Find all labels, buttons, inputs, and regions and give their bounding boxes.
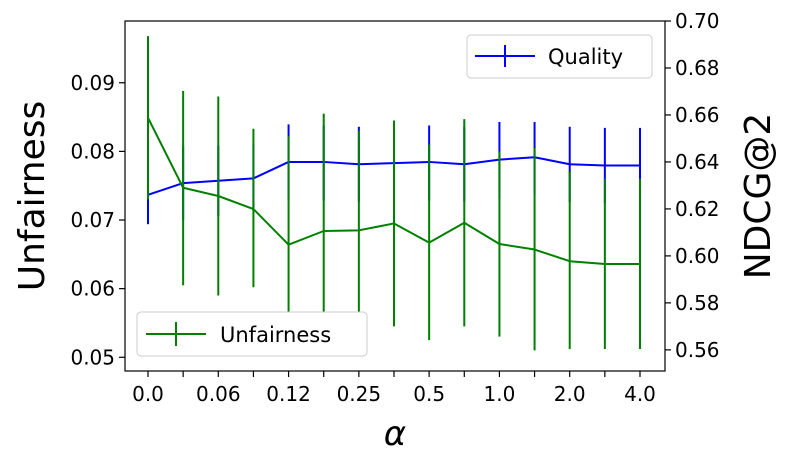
left-tick-label: 0.08 (70, 139, 115, 163)
right-tick-label: 0.66 (675, 103, 720, 127)
right-tick-label: 0.60 (675, 244, 720, 268)
legend-unfairness-box (136, 311, 368, 357)
x-tick-label: 0.5 (413, 382, 445, 406)
right-axis-ticks: 0.56 0.58 0.60 0.62 0.64 0.66 0.68 0.70 (665, 9, 720, 362)
x-tick-label: 0.06 (196, 382, 241, 406)
right-axis-title: NDCG@2 (738, 113, 779, 280)
right-tick-label: 0.62 (675, 197, 720, 221)
left-tick-label: 0.07 (70, 208, 115, 232)
legend-unfairness-label: Unfairness (220, 323, 331, 347)
x-tick-label: 2.0 (554, 382, 586, 406)
x-tick-label: 4.0 (624, 382, 656, 406)
right-tick-label: 0.64 (675, 150, 720, 174)
left-tick-label: 0.09 (70, 71, 115, 95)
legend-quality-box (466, 34, 653, 79)
right-tick-label: 0.56 (675, 338, 720, 362)
left-axis-title: Unfairness (12, 101, 53, 292)
legend-quality-label: Quality (548, 45, 623, 69)
unfairness-series-line (147, 117, 640, 265)
x-tick-label: 1.0 (484, 382, 516, 406)
legend-quality: Quality (466, 34, 653, 79)
x-axis-title: α (384, 414, 406, 454)
x-tick-label: 0.12 (266, 382, 311, 406)
x-axis-ticks: 0.0 0.06 0.12 0.25 0.5 1.0 2.0 4.0 (132, 371, 656, 406)
left-axis-ticks: 0.05 0.06 0.07 0.08 0.09 (70, 71, 125, 369)
x-tick-label: 0.0 (132, 382, 164, 406)
plot-frame (124, 20, 666, 372)
legend-unfairness: Unfairness (136, 311, 368, 357)
x-tick-label: 0.25 (337, 382, 382, 406)
plot-lines-layer (147, 36, 641, 354)
left-tick-label: 0.05 (70, 345, 115, 369)
right-tick-label: 0.58 (675, 291, 720, 315)
right-tick-label: 0.70 (675, 9, 720, 33)
left-tick-label: 0.06 (70, 277, 115, 301)
right-tick-label: 0.68 (675, 56, 720, 80)
